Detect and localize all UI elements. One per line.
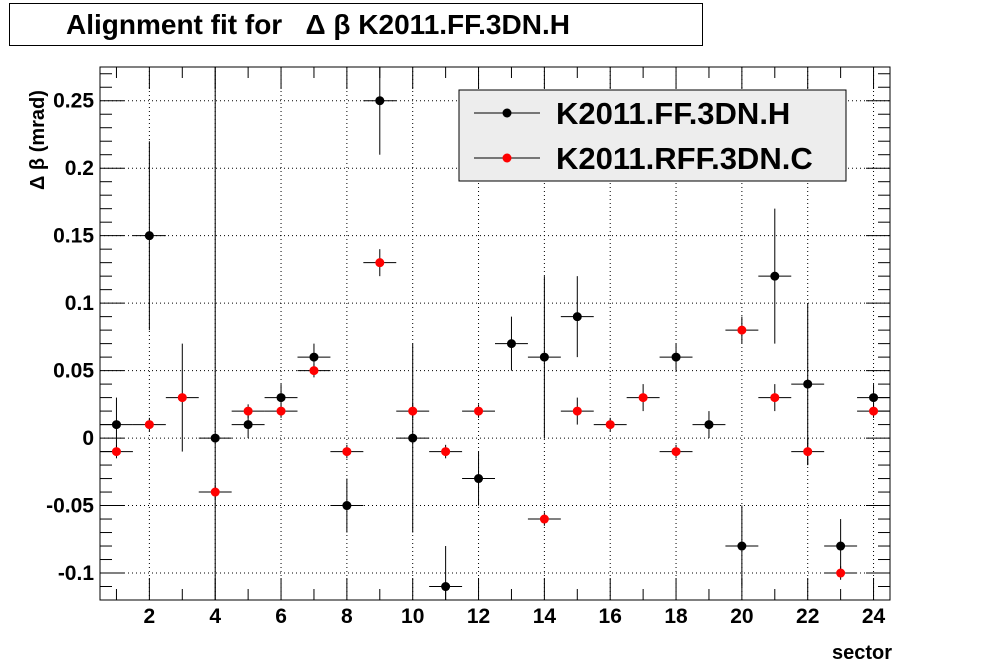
- x-tick-label: 18: [664, 605, 688, 628]
- data-point: [539, 514, 549, 524]
- data-point: [177, 393, 187, 403]
- data-point: [474, 406, 484, 416]
- data-point: [342, 447, 352, 457]
- x-tick-label: 24: [862, 605, 886, 628]
- data-point: [803, 447, 813, 457]
- legend-marker: [502, 153, 512, 163]
- x-tick-label: 2: [144, 605, 156, 628]
- data-point: [375, 96, 385, 106]
- data-point: [836, 568, 846, 578]
- data-point: [803, 379, 813, 389]
- data-point: [474, 474, 484, 484]
- x-tick-label: 16: [599, 605, 622, 628]
- y-tick-label: 0.1: [65, 292, 95, 315]
- data-point: [243, 406, 253, 416]
- x-tick-label: 12: [467, 605, 490, 628]
- x-axis-title: sector: [832, 642, 892, 664]
- legend: K2011.FF.3DN.H K2011.RFF.3DN.C: [458, 89, 847, 182]
- data-point: [737, 325, 747, 335]
- x-tick-labels: 2 4 6 8 10 12 14 16 18 20 22 24: [144, 605, 886, 628]
- data-point: [770, 393, 780, 403]
- data-point: [770, 271, 780, 281]
- series-2: [100, 249, 890, 580]
- y-tick-labels: -0.1 -0.05 0 0.05 0.1 0.15 0.2 0.25: [46, 90, 94, 585]
- y-tick-label: 0.05: [53, 360, 94, 383]
- x-tick-label: 8: [341, 605, 353, 628]
- y-tick-label: 0: [82, 427, 94, 450]
- data-point: [869, 406, 879, 416]
- x-tick-label: 4: [209, 605, 221, 628]
- x-tick-label: 20: [730, 605, 753, 628]
- data-point: [276, 406, 286, 416]
- data-point: [111, 447, 121, 457]
- data-point: [144, 420, 154, 430]
- data-point: [408, 406, 418, 416]
- data-point: [144, 231, 154, 241]
- y-axis-title: Δ β (mrad): [27, 90, 49, 190]
- legend-box: [458, 89, 847, 182]
- axis-ticks: [100, 67, 890, 601]
- y-tick-label: -0.05: [46, 495, 94, 518]
- data-point: [638, 393, 648, 403]
- legend-label: K2011.FF.3DN.H: [556, 96, 790, 131]
- data-point: [869, 393, 879, 403]
- series-1: [100, 67, 890, 600]
- data-point: [605, 420, 615, 430]
- data-point: [737, 541, 747, 551]
- data-point: [408, 433, 418, 443]
- chart-title: Alignment fit for Δ β K2011.FF.3DN.H: [9, 3, 703, 46]
- data-point: [539, 352, 549, 362]
- legend-marker: [502, 108, 512, 118]
- data-point: [441, 582, 451, 592]
- data-point: [210, 433, 220, 443]
- data-point: [309, 366, 319, 376]
- plot-frame: [99, 66, 891, 601]
- data-point: [441, 447, 451, 457]
- legend-label: K2011.RFF.3DN.C: [556, 141, 813, 176]
- data-point: [375, 258, 385, 268]
- data-point: [836, 541, 846, 551]
- y-tick-label: 0.2: [65, 157, 94, 180]
- x-tick-label: 10: [401, 605, 424, 628]
- data-point: [309, 352, 319, 362]
- data-point: [671, 447, 681, 457]
- y-tick-label: 0.15: [53, 225, 94, 248]
- data-point: [342, 501, 352, 511]
- data-point: [572, 312, 582, 322]
- y-tick-label: 0.25: [53, 90, 94, 113]
- data-point: [506, 339, 516, 349]
- x-tick-label: 22: [796, 605, 819, 628]
- data-point: [572, 406, 582, 416]
- x-tick-label: 6: [275, 605, 287, 628]
- data-point: [111, 420, 121, 430]
- data-point: [276, 393, 286, 403]
- y-tick-label: -0.1: [58, 562, 95, 585]
- data-point: [704, 420, 714, 430]
- x-tick-label: 14: [533, 605, 557, 628]
- data-point: [243, 420, 253, 430]
- data-point: [671, 352, 681, 362]
- data-series: [100, 67, 890, 600]
- data-point: [210, 487, 220, 497]
